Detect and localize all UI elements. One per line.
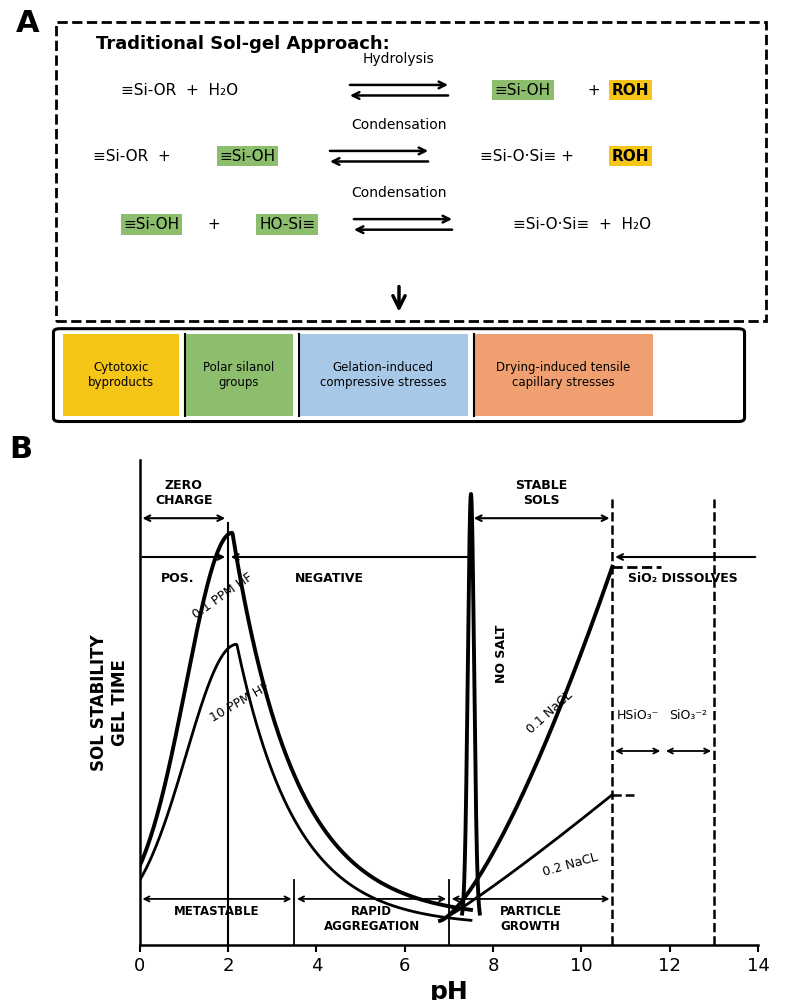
Text: 0.2 NaCL: 0.2 NaCL bbox=[542, 851, 600, 879]
Text: STABLE
SOLS: STABLE SOLS bbox=[516, 479, 567, 507]
FancyBboxPatch shape bbox=[53, 329, 745, 422]
Text: HSiO₃⁻: HSiO₃⁻ bbox=[616, 709, 658, 722]
FancyBboxPatch shape bbox=[299, 334, 468, 416]
Text: ROH: ROH bbox=[612, 83, 649, 98]
Text: Gelation-induced
compressive stresses: Gelation-induced compressive stresses bbox=[320, 361, 447, 389]
Text: B: B bbox=[10, 436, 33, 464]
Text: 0.1 PPM HF: 0.1 PPM HF bbox=[191, 570, 255, 621]
Text: SiO₃⁻²: SiO₃⁻² bbox=[670, 709, 707, 722]
FancyBboxPatch shape bbox=[474, 334, 653, 416]
Text: ≡Si-OR  +  H₂O: ≡Si-OR + H₂O bbox=[121, 83, 238, 98]
Text: ≡Si-OH: ≡Si-OH bbox=[495, 83, 551, 98]
Text: Traditional Sol-gel Approach:: Traditional Sol-gel Approach: bbox=[96, 35, 389, 53]
Text: 0.1 NaCL: 0.1 NaCL bbox=[524, 688, 575, 736]
Text: HO-Si≡: HO-Si≡ bbox=[259, 217, 315, 232]
Text: A: A bbox=[16, 9, 40, 38]
Text: 10 PPM HF: 10 PPM HF bbox=[208, 680, 272, 725]
Text: +: + bbox=[583, 83, 600, 98]
FancyBboxPatch shape bbox=[56, 22, 766, 321]
X-axis label: pH: pH bbox=[429, 980, 468, 1000]
Text: NO SALT: NO SALT bbox=[496, 625, 508, 683]
Text: Condensation: Condensation bbox=[351, 118, 447, 132]
Text: RAPID
AGGREGATION: RAPID AGGREGATION bbox=[323, 905, 420, 933]
Text: ≡Si-O·Si≡ +: ≡Si-O·Si≡ + bbox=[480, 149, 574, 164]
Text: Drying-induced tensile
capillary stresses: Drying-induced tensile capillary stresse… bbox=[496, 361, 630, 389]
Text: ROH: ROH bbox=[612, 149, 649, 164]
Text: ≡Si-OH: ≡Si-OH bbox=[124, 217, 180, 232]
Text: ≡Si-OH: ≡Si-OH bbox=[219, 149, 275, 164]
Text: Condensation: Condensation bbox=[351, 186, 447, 200]
FancyBboxPatch shape bbox=[185, 334, 293, 416]
Text: METASTABLE: METASTABLE bbox=[174, 905, 259, 918]
FancyBboxPatch shape bbox=[63, 334, 179, 416]
Text: Cytotoxic
byproducts: Cytotoxic byproducts bbox=[88, 361, 154, 389]
Text: Polar silanol
groups: Polar silanol groups bbox=[203, 361, 275, 389]
Text: ZERO
CHARGE: ZERO CHARGE bbox=[155, 479, 212, 507]
Text: +: + bbox=[207, 217, 220, 232]
Text: POS.: POS. bbox=[160, 572, 194, 585]
Text: Hydrolysis: Hydrolysis bbox=[363, 52, 435, 66]
Text: ≡Si-OR  +: ≡Si-OR + bbox=[93, 149, 171, 164]
Text: ≡Si-O·Si≡  +  H₂O: ≡Si-O·Si≡ + H₂O bbox=[513, 217, 652, 232]
Text: PARTICLE
GROWTH: PARTICLE GROWTH bbox=[500, 905, 562, 933]
Text: NEGATIVE: NEGATIVE bbox=[295, 572, 364, 585]
Y-axis label: SOL STABILITY
GEL TIME: SOL STABILITY GEL TIME bbox=[89, 634, 128, 771]
Text: SiO₂ DISSOLVES: SiO₂ DISSOLVES bbox=[628, 572, 738, 585]
